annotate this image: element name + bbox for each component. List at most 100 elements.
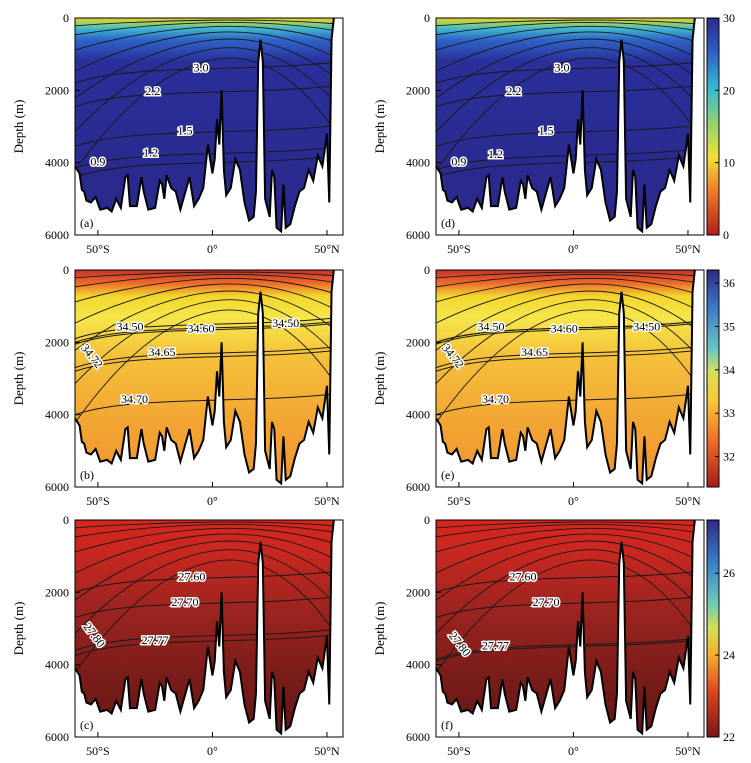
contour-line [435, 540, 705, 601]
y-axis-title: Depth (m) [11, 100, 26, 154]
colorbar-tick-label: 22 [723, 730, 735, 744]
contour-label: 1.5 [177, 124, 192, 138]
contour-line [435, 638, 705, 662]
contour-line [435, 31, 705, 72]
y-tick-label: 2000 [406, 335, 430, 349]
colorbar-tick-label: 34 [723, 363, 735, 377]
contour-line [74, 570, 344, 593]
contour-line [74, 154, 344, 178]
plot-frame [435, 519, 705, 738]
contour-line [74, 540, 344, 601]
y-axis-title: Depth (m) [11, 602, 26, 656]
contour-line [74, 321, 344, 345]
y-tick-label: 0 [424, 263, 430, 277]
contour-line [74, 19, 344, 27]
contour-label: 34.60 [551, 321, 578, 335]
contour-label: 0.9 [90, 154, 105, 168]
contour-line [435, 637, 705, 660]
contour-label: 27.60 [510, 570, 537, 584]
panel-a: 3.0 2.2 1.5 1.2 0.9 (a) 0 2000 4000 6000 Depth (m)… [11, 11, 344, 256]
y-tick-label: 2000 [45, 83, 69, 97]
contour-line [435, 277, 705, 303]
contour-line [74, 523, 344, 538]
seafloor-mask [436, 18, 704, 235]
x-tick-label: 0° [568, 744, 579, 758]
x-tick-label: 50°N [675, 744, 701, 758]
contour-label: 27.77 [482, 638, 509, 652]
contour-line [74, 521, 344, 529]
contour-label: 34.70 [482, 392, 509, 406]
contour-line [435, 154, 705, 178]
seafloor-mask [436, 520, 704, 737]
contour-line [74, 392, 344, 416]
contour-label: 34.65 [521, 345, 548, 359]
seafloor-line [435, 269, 696, 486]
contour-label: 34.50 [272, 316, 299, 330]
contour-label: 0.9 [451, 154, 466, 168]
colorbar [706, 17, 720, 236]
contour-line [74, 38, 344, 99]
y-tick-label: 0 [63, 513, 69, 527]
colorbar-tick-label: 26 [723, 566, 735, 580]
contour-line [435, 47, 705, 132]
plot-frame [435, 17, 705, 236]
contour-label: 27.60 [178, 570, 205, 584]
contour-line [74, 628, 344, 651]
y-axis-title: Depth (m) [372, 602, 387, 656]
x-tick-label: 0° [207, 242, 218, 256]
x-tick-label: 50°S [447, 242, 470, 256]
seafloor-mask [75, 520, 343, 737]
colorbar [706, 269, 720, 488]
contour-label: 27.70 [171, 595, 198, 609]
contour-line [435, 19, 705, 27]
y-tick-label: 2000 [406, 585, 430, 599]
y-tick-label: 6000 [45, 480, 69, 494]
contour-label: 3.0 [193, 60, 208, 74]
contour-line [435, 124, 705, 147]
contour-line [74, 31, 344, 72]
contour-label: 3.0 [554, 60, 569, 74]
contour-line [74, 533, 344, 574]
contour-line [435, 533, 705, 574]
y-axis-title: Depth (m) [372, 100, 387, 154]
contour-line [435, 84, 705, 108]
seafloor-line [74, 17, 335, 234]
contour-label: 34.60 [187, 321, 214, 335]
plot-frame [435, 269, 705, 488]
colorbar-tick-label: 32 [723, 450, 735, 464]
contour-line [435, 283, 705, 324]
y-tick-label: 4000 [406, 658, 430, 672]
contour-line [435, 559, 705, 674]
x-tick-label: 50°S [447, 494, 470, 508]
x-tick-label: 50°N [675, 494, 701, 508]
contour-line [74, 21, 344, 36]
x-tick-label: 50°N [314, 242, 340, 256]
contour-line [435, 21, 705, 36]
y-tick-label: 2000 [45, 335, 69, 349]
contour-line [435, 320, 705, 343]
panel-letter: (b) [80, 468, 94, 482]
colorbar-tick-label: 10 [723, 156, 735, 170]
contour-label: 27.70 [532, 595, 559, 609]
seafloor-line [74, 269, 335, 486]
contour-line [74, 277, 344, 303]
x-tick-label: 50°S [86, 744, 109, 758]
colorbar-tick-label: 36 [723, 276, 735, 290]
colorbar-tick-label: 20 [723, 83, 735, 97]
x-tick-label: 50°S [447, 744, 470, 758]
contour-line [74, 595, 344, 619]
panel-letter: (a) [80, 216, 93, 230]
x-tick-label: 0° [568, 494, 579, 508]
panel-letter: (d) [441, 216, 455, 230]
colorbar-tick-label: 24 [723, 648, 735, 662]
contour-line [435, 147, 705, 171]
contour-line [74, 633, 344, 657]
y-tick-label: 6000 [45, 730, 69, 744]
seafloor-line [74, 519, 335, 736]
contour-line [435, 595, 705, 619]
y-tick-label: 0 [63, 263, 69, 277]
contour-label: 34.70 [121, 392, 148, 406]
